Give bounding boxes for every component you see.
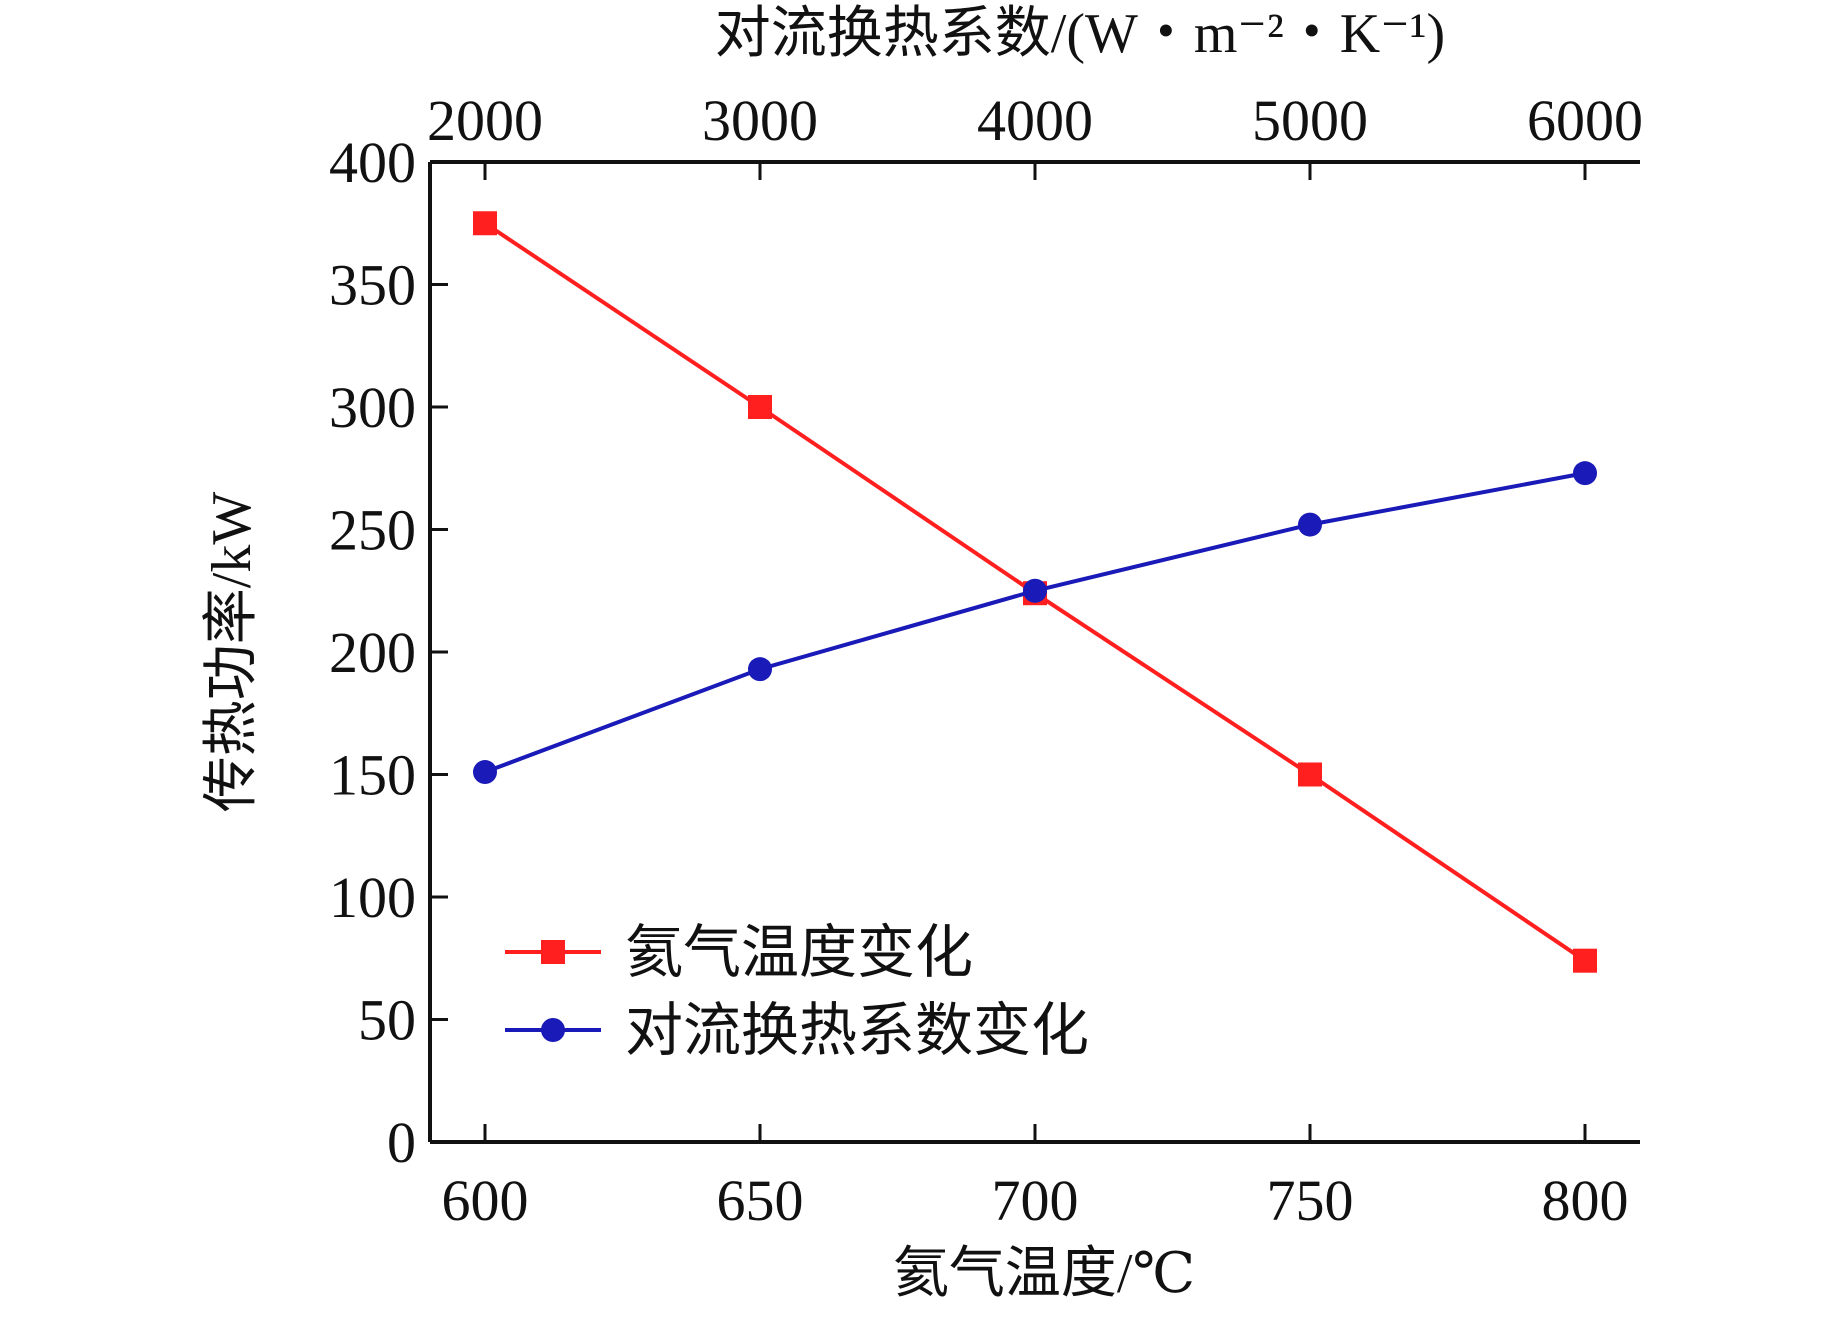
data-point (1298, 762, 1322, 787)
data-point (1298, 512, 1322, 537)
x-tick-label: 600 (442, 1168, 529, 1233)
y-tick-label: 200 (329, 620, 416, 685)
x-axis-title: 氦气温度/℃ (893, 1243, 1195, 1305)
ticks: 600 650 700 750 800 2000 3000 4000 5000 6000 0 50 10… (329, 88, 1643, 1233)
series-line (484, 471, 1586, 774)
data-point (473, 211, 497, 236)
y-axis-title: 传热功率/kW (201, 492, 263, 813)
data-point (473, 760, 497, 785)
legend-item-0: 氦气温度变化 (505, 920, 973, 985)
legend-item-1: 对流换热系数变化 (505, 998, 1089, 1063)
top-tick-label: 4000 (977, 88, 1093, 153)
top-tick-label: 6000 (1527, 88, 1643, 153)
series (473, 211, 1597, 973)
y-tick-label: 0 (387, 1110, 416, 1175)
data-point (748, 395, 772, 419)
top-tick-label: 2000 (427, 88, 543, 153)
y-tick-label: 300 (329, 375, 416, 440)
x-tick-label: 700 (992, 1168, 1079, 1233)
data-point (1023, 578, 1047, 603)
x-tick-label: 800 (1542, 1168, 1629, 1233)
top-tick-label: 5000 (1252, 88, 1368, 153)
series-1 (473, 461, 1597, 785)
legend-label: 对流换热系数变化 (625, 998, 1089, 1063)
legend-marker (541, 1018, 565, 1042)
y-tick-label: 150 (329, 743, 416, 808)
data-point (748, 657, 772, 682)
x-tick-label: 750 (1267, 1168, 1354, 1233)
data-point (1573, 461, 1597, 486)
x-tick-label: 650 (717, 1168, 804, 1233)
top-axis-title: 对流换热系数/(W・m⁻²・K⁻¹) (715, 3, 1445, 65)
data-point (1573, 948, 1597, 973)
top-tick-label: 3000 (702, 88, 818, 153)
y-tick-label: 400 (329, 130, 416, 195)
y-tick-label: 50 (358, 988, 416, 1053)
y-tick-label: 350 (329, 253, 416, 318)
y-tick-label: 100 (329, 865, 416, 930)
legend-marker (541, 940, 565, 964)
legend-label: 氦气温度变化 (625, 920, 973, 985)
y-tick-label: 250 (329, 498, 416, 563)
